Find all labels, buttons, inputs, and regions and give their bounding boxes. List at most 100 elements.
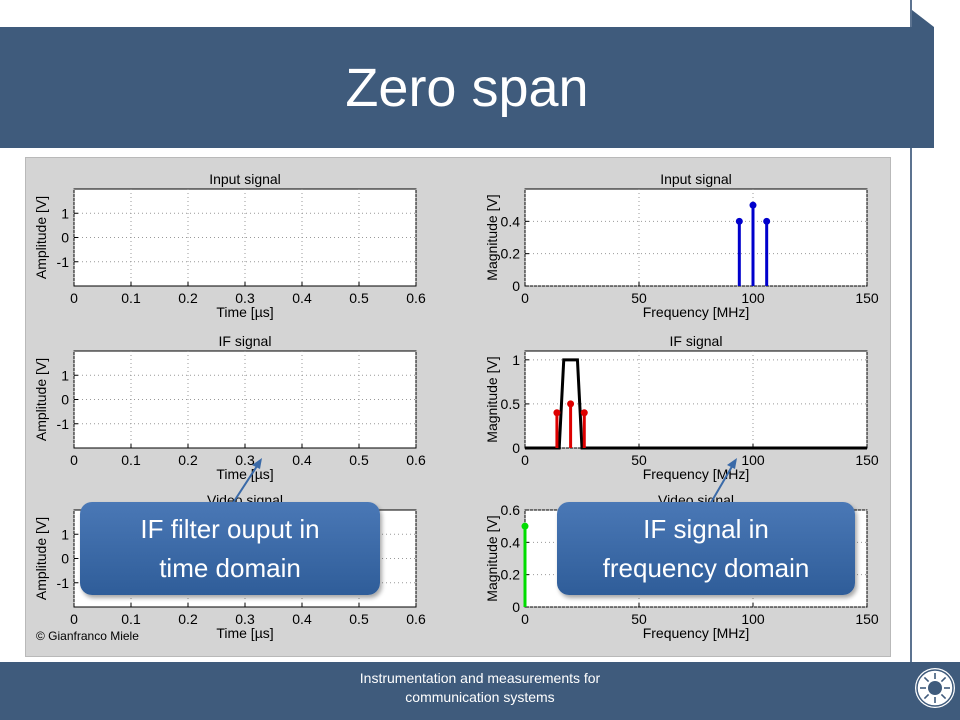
y-tick-label: 0	[61, 551, 69, 567]
y-tick-label: 1	[61, 367, 69, 383]
chart-1: Input signal 0 0.1 0.2 0.3 0.4 0.5 0.6 -1 0 1 Time …	[33, 171, 426, 320]
chart-2: Input signal 0 50 100 150 0 0.2 0.4 Frequency [M…	[484, 171, 879, 320]
y-tick-label: 0.2	[501, 246, 521, 262]
x-tick-label: 0.2	[178, 452, 198, 468]
y-tick-label: 1	[61, 526, 69, 542]
y-tick-label: 0	[512, 599, 520, 615]
x-tick-label: 100	[741, 290, 765, 306]
x-tick-label: 100	[741, 611, 765, 627]
slide-title: Zero span	[345, 57, 589, 118]
stem-marker	[749, 201, 757, 209]
chart-3: IF signal 0 0.1 0.2 0.3 0.4 0.5 0.6 -1 0 1 Time [µs…	[33, 333, 426, 482]
y-tick-label: 0.5	[501, 396, 521, 412]
x-tick-label: 0.3	[235, 452, 255, 468]
x-tick-label: 0	[70, 452, 78, 468]
x-tick-label: 0	[70, 290, 78, 306]
y-axis-label: Amplitude [V]	[33, 517, 49, 600]
corner-decoration	[912, 10, 934, 27]
stem-marker	[553, 409, 561, 417]
y-tick-label: 0.2	[501, 567, 521, 583]
x-axis-label: Time [µs]	[216, 466, 273, 482]
callout-left-line1: IF filter ouput in	[140, 513, 320, 544]
x-axis-label: Frequency [MHz]	[643, 466, 750, 482]
x-tick-label: 0.1	[121, 611, 141, 627]
copyright-text: © Gianfranco Miele	[36, 629, 139, 643]
stem-marker	[735, 217, 743, 225]
stem-marker	[567, 400, 575, 408]
x-tick-label: 0	[521, 290, 529, 306]
footer-bar: Instrumentation and measurements for com…	[0, 662, 960, 720]
y-tick-label: 0	[512, 278, 520, 294]
x-tick-label: 0	[70, 611, 78, 627]
y-tick-label: 1	[512, 352, 520, 368]
y-axis-label: Amplitude [V]	[33, 358, 49, 441]
x-tick-label: 0.6	[406, 452, 426, 468]
y-tick-label: 0.6	[501, 502, 521, 518]
x-tick-label: 0.2	[178, 290, 198, 306]
y-tick-label: 0.4	[501, 534, 521, 550]
y-tick-label: 0.4	[501, 213, 521, 229]
title-bar: Zero span	[0, 27, 934, 148]
chart-title: IF signal	[670, 333, 723, 349]
callout-arrows	[230, 458, 737, 507]
x-tick-label: 0.3	[235, 611, 255, 627]
x-tick-label: 0.3	[235, 290, 255, 306]
chart-title: IF signal	[219, 333, 272, 349]
x-tick-label: 0.5	[349, 611, 369, 627]
y-tick-label: -1	[57, 575, 70, 591]
y-axis-label: Magnitude [V]	[484, 356, 500, 442]
x-tick-label: 150	[855, 452, 879, 468]
left-arrow-head	[252, 458, 262, 469]
x-tick-label: 0.4	[292, 452, 312, 468]
x-tick-label: 150	[855, 611, 879, 627]
x-axis-label: Frequency [MHz]	[643, 304, 750, 320]
x-tick-label: 0.4	[292, 290, 312, 306]
x-axis-label: Frequency [MHz]	[643, 625, 750, 641]
y-tick-label: 0	[61, 230, 69, 246]
x-tick-label: 0.1	[121, 452, 141, 468]
x-tick-label: 0.1	[121, 290, 141, 306]
stem-marker	[521, 522, 529, 530]
filter-curve	[525, 358, 867, 450]
x-tick-label: 0.6	[406, 611, 426, 627]
callout-frequency-domain: IF signal in frequency domain	[557, 502, 855, 595]
x-tick-label: 0.5	[349, 452, 369, 468]
x-tick-label: 0.2	[178, 611, 198, 627]
x-tick-label: 150	[855, 290, 879, 306]
stem-marker	[763, 217, 771, 225]
right-arrow-line	[708, 462, 735, 507]
y-tick-label: 1	[61, 205, 69, 221]
footer-text: Instrumentation and measurements for com…	[330, 669, 630, 707]
y-tick-label: -1	[57, 254, 70, 270]
chart-4: IF signal 0 50 100 150 0 0.5 1 Frequency [MHz] Ma…	[484, 333, 879, 482]
footer-line2: communication systems	[405, 689, 555, 705]
y-axis-label: Magnitude [V]	[484, 194, 500, 280]
plot-area	[524, 188, 868, 287]
x-tick-label: 0	[521, 611, 529, 627]
x-tick-label: 100	[741, 452, 765, 468]
y-axis-label: Magnitude [V]	[484, 515, 500, 601]
right-arrow-head	[727, 458, 737, 469]
university-logo	[915, 668, 955, 708]
callout-time-domain: IF filter ouput in time domain	[80, 502, 380, 595]
x-axis-label: Time [µs]	[216, 304, 273, 320]
left-arrow-line	[230, 462, 260, 507]
callout-right-line2: frequency domain	[602, 552, 810, 583]
chart-title: Input signal	[660, 171, 732, 187]
x-tick-label: 0	[521, 452, 529, 468]
y-tick-label: 0	[61, 392, 69, 408]
callout-left-line2: time domain	[159, 552, 301, 583]
x-tick-label: 0.6	[406, 290, 426, 306]
x-tick-label: 0.4	[292, 611, 312, 627]
y-tick-label: 0	[512, 440, 520, 456]
x-tick-label: 50	[631, 290, 647, 306]
callout-right-line1: IF signal in	[643, 513, 769, 544]
footer-line1: Instrumentation and measurements for	[359, 670, 601, 686]
slide-border-line	[910, 0, 912, 662]
chart-title: Input signal	[209, 171, 281, 187]
x-tick-label: 50	[631, 611, 647, 627]
x-tick-label: 50	[631, 452, 647, 468]
x-tick-label: 0.5	[349, 290, 369, 306]
x-axis-label: Time [µs]	[216, 625, 273, 641]
y-axis-label: Amplitude [V]	[33, 196, 49, 279]
